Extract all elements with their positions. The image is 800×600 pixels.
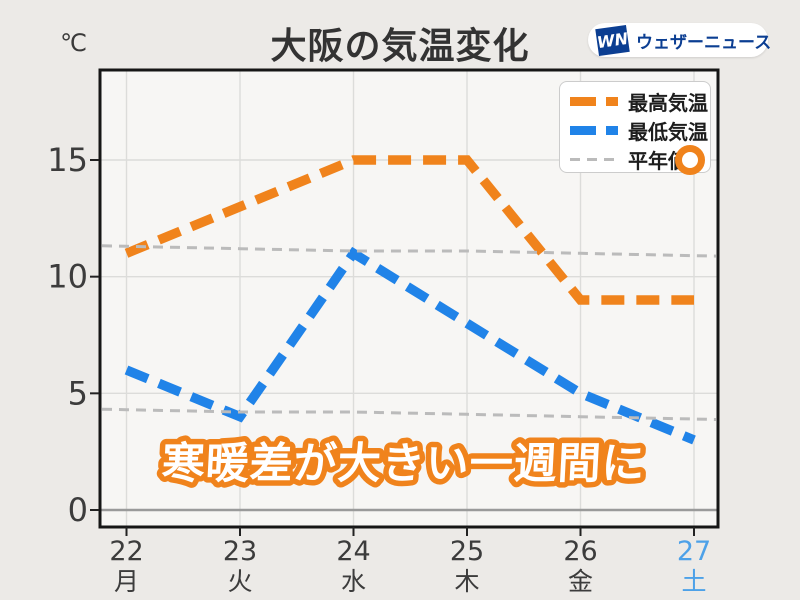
x-tick-dow: 土 bbox=[681, 567, 706, 596]
series-normal_low bbox=[101, 407, 717, 421]
y-axis-unit-label: ℃ bbox=[60, 29, 87, 57]
y-tick-label: 15 bbox=[47, 141, 88, 179]
x-tick-date: 25 bbox=[450, 536, 484, 567]
legend-item-max: 最高気温 bbox=[570, 87, 708, 116]
x-tick-dow: 水 bbox=[341, 567, 366, 596]
legend-label-min: 最低気温 bbox=[628, 120, 708, 144]
y-tick-label: 5 bbox=[68, 374, 88, 412]
annotation-text: 寒暖差が大きい一週間に bbox=[160, 439, 646, 489]
highlight-ring-icon bbox=[675, 145, 705, 175]
series-min bbox=[124, 246, 696, 445]
min-temp-line-swatch bbox=[570, 126, 618, 135]
series-normal_high bbox=[101, 244, 717, 258]
normal-line-swatch bbox=[570, 158, 618, 161]
legend-item-min: 最低気温 bbox=[570, 116, 708, 145]
y-tick-label: 0 bbox=[68, 491, 88, 529]
chart-title: 大阪の気温変化 bbox=[270, 26, 530, 67]
x-tick-date: 23 bbox=[223, 536, 257, 567]
x-tick-dow: 金 bbox=[568, 567, 593, 596]
y-tick-label: 10 bbox=[47, 258, 88, 296]
x-tick-date: 27 bbox=[677, 536, 711, 567]
series-max bbox=[124, 155, 694, 305]
plot-border bbox=[98, 68, 720, 529]
x-tick-dow: 月 bbox=[114, 567, 139, 596]
x-tick-date: 26 bbox=[563, 536, 597, 567]
weathernews-logo: WN ウェザーニュース bbox=[588, 23, 772, 57]
legend-label-max: 最高気温 bbox=[628, 91, 708, 115]
x-tick-dow: 木 bbox=[454, 567, 479, 596]
x-tick-date: 22 bbox=[109, 536, 143, 567]
x-tick-date: 24 bbox=[336, 536, 370, 567]
brand-name: ウェザーニュース bbox=[636, 32, 772, 53]
max-temp-line-swatch bbox=[570, 97, 618, 106]
x-tick-dow: 火 bbox=[227, 567, 252, 596]
